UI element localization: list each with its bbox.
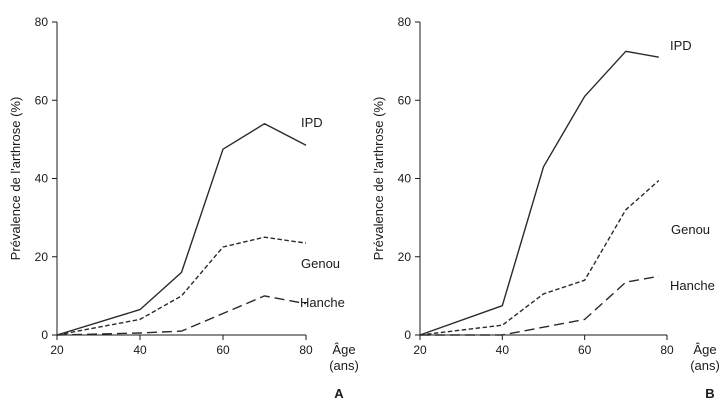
series-label-ipd: IPD: [670, 38, 692, 53]
y-axis-label: Prévalence de l'arthrose (%): [371, 97, 386, 261]
series-label-hanche: Hanche: [670, 278, 715, 293]
x-axis-unit: (ans): [690, 358, 720, 373]
x-tick-label: 60: [216, 343, 230, 357]
series-label-genou: Genou: [301, 256, 340, 271]
y-tick-label: 40: [398, 172, 412, 186]
x-axis-unit: (ans): [329, 358, 359, 373]
y-axis-label: Prévalence de l'arthrose (%): [8, 97, 23, 261]
x-tick-label: 40: [133, 343, 147, 357]
series-line-ipd: [419, 50, 659, 336]
x-tick-label: 40: [496, 343, 510, 357]
x-tick-label: 20: [50, 343, 64, 357]
y-tick-label: 0: [404, 328, 411, 342]
y-tick-label: 60: [35, 93, 49, 107]
x-axis-label: Âge: [332, 342, 355, 357]
series-line-genou: [419, 179, 660, 336]
x-tick-label: 60: [578, 343, 592, 357]
y-tick-label: 20: [35, 250, 49, 264]
y-tick-label: 80: [398, 15, 412, 29]
x-tick-label: 80: [660, 343, 674, 357]
panel-letter: A: [334, 386, 344, 401]
series-line-genou: [56, 236, 307, 336]
series-label-ipd: IPD: [301, 115, 323, 130]
x-axis-label: Âge: [693, 342, 716, 357]
y-tick-label: 20: [398, 250, 412, 264]
y-tick-label: 80: [35, 15, 49, 29]
y-tick-label: 40: [35, 172, 49, 186]
series-line-ipd: [56, 122, 307, 336]
series-line-hanche: [56, 295, 307, 336]
x-tick-label: 80: [299, 343, 313, 357]
y-tick-label: 60: [398, 93, 412, 107]
series-label-hanche: Hanche: [300, 295, 345, 310]
series-label-genou: Genou: [671, 222, 710, 237]
y-tick-label: 0: [41, 328, 48, 342]
panel-letter: B: [705, 386, 714, 401]
x-tick-label: 20: [413, 343, 427, 357]
series-line-hanche: [420, 275, 659, 336]
